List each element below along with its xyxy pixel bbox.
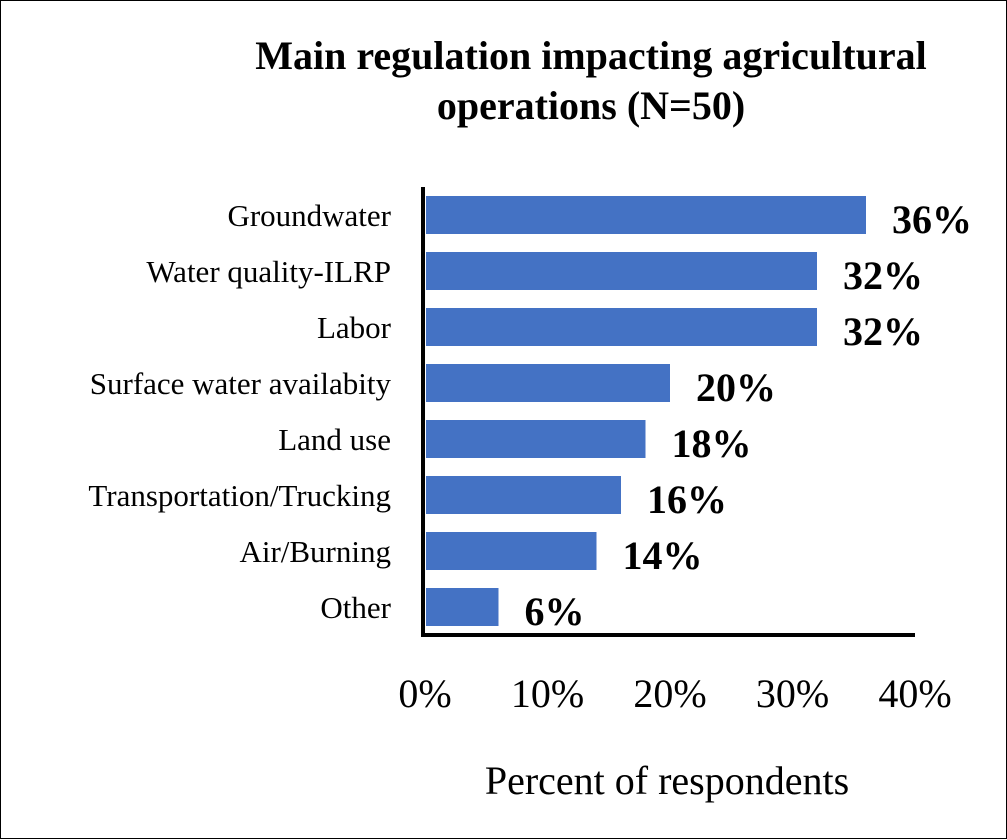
bar-4 [426, 364, 670, 402]
y-tick-label: Air/Burning [239, 534, 391, 569]
data-label: 32% [843, 253, 923, 298]
data-label: 32% [843, 309, 923, 354]
bar-7 [426, 532, 597, 570]
y-tick-label: Other [320, 590, 391, 625]
bar-1 [426, 196, 866, 234]
bar-2 [426, 252, 817, 290]
x-tick-label: 0% [398, 671, 451, 716]
x-tick-label: 10% [511, 671, 584, 716]
data-label: 18% [672, 421, 752, 466]
bar-8 [426, 588, 499, 626]
y-tick-label: Labor [317, 310, 392, 345]
y-tick-label: Water quality-ILRP [146, 254, 391, 289]
bar-6 [426, 476, 621, 514]
data-label: 36% [892, 197, 972, 242]
y-tick-label: Surface water availabity [90, 366, 392, 401]
data-label: 16% [647, 477, 727, 522]
y-tick-label: Transportation/Trucking [88, 478, 391, 513]
y-tick-label: Land use [278, 422, 391, 457]
x-tick-label: 20% [633, 671, 706, 716]
x-tick-label: 40% [878, 671, 951, 716]
data-label: 14% [623, 533, 703, 578]
bar-5 [426, 420, 646, 458]
data-label: 6% [525, 589, 585, 634]
y-tick-label: Groundwater [227, 198, 391, 233]
x-axis-title: Percent of respondents [484, 758, 850, 803]
chart-title: Main regulation impacting agricultural o… [255, 33, 927, 128]
x-tick-label: 30% [756, 671, 829, 716]
data-label: 20% [696, 365, 776, 410]
bar-3 [426, 308, 817, 346]
